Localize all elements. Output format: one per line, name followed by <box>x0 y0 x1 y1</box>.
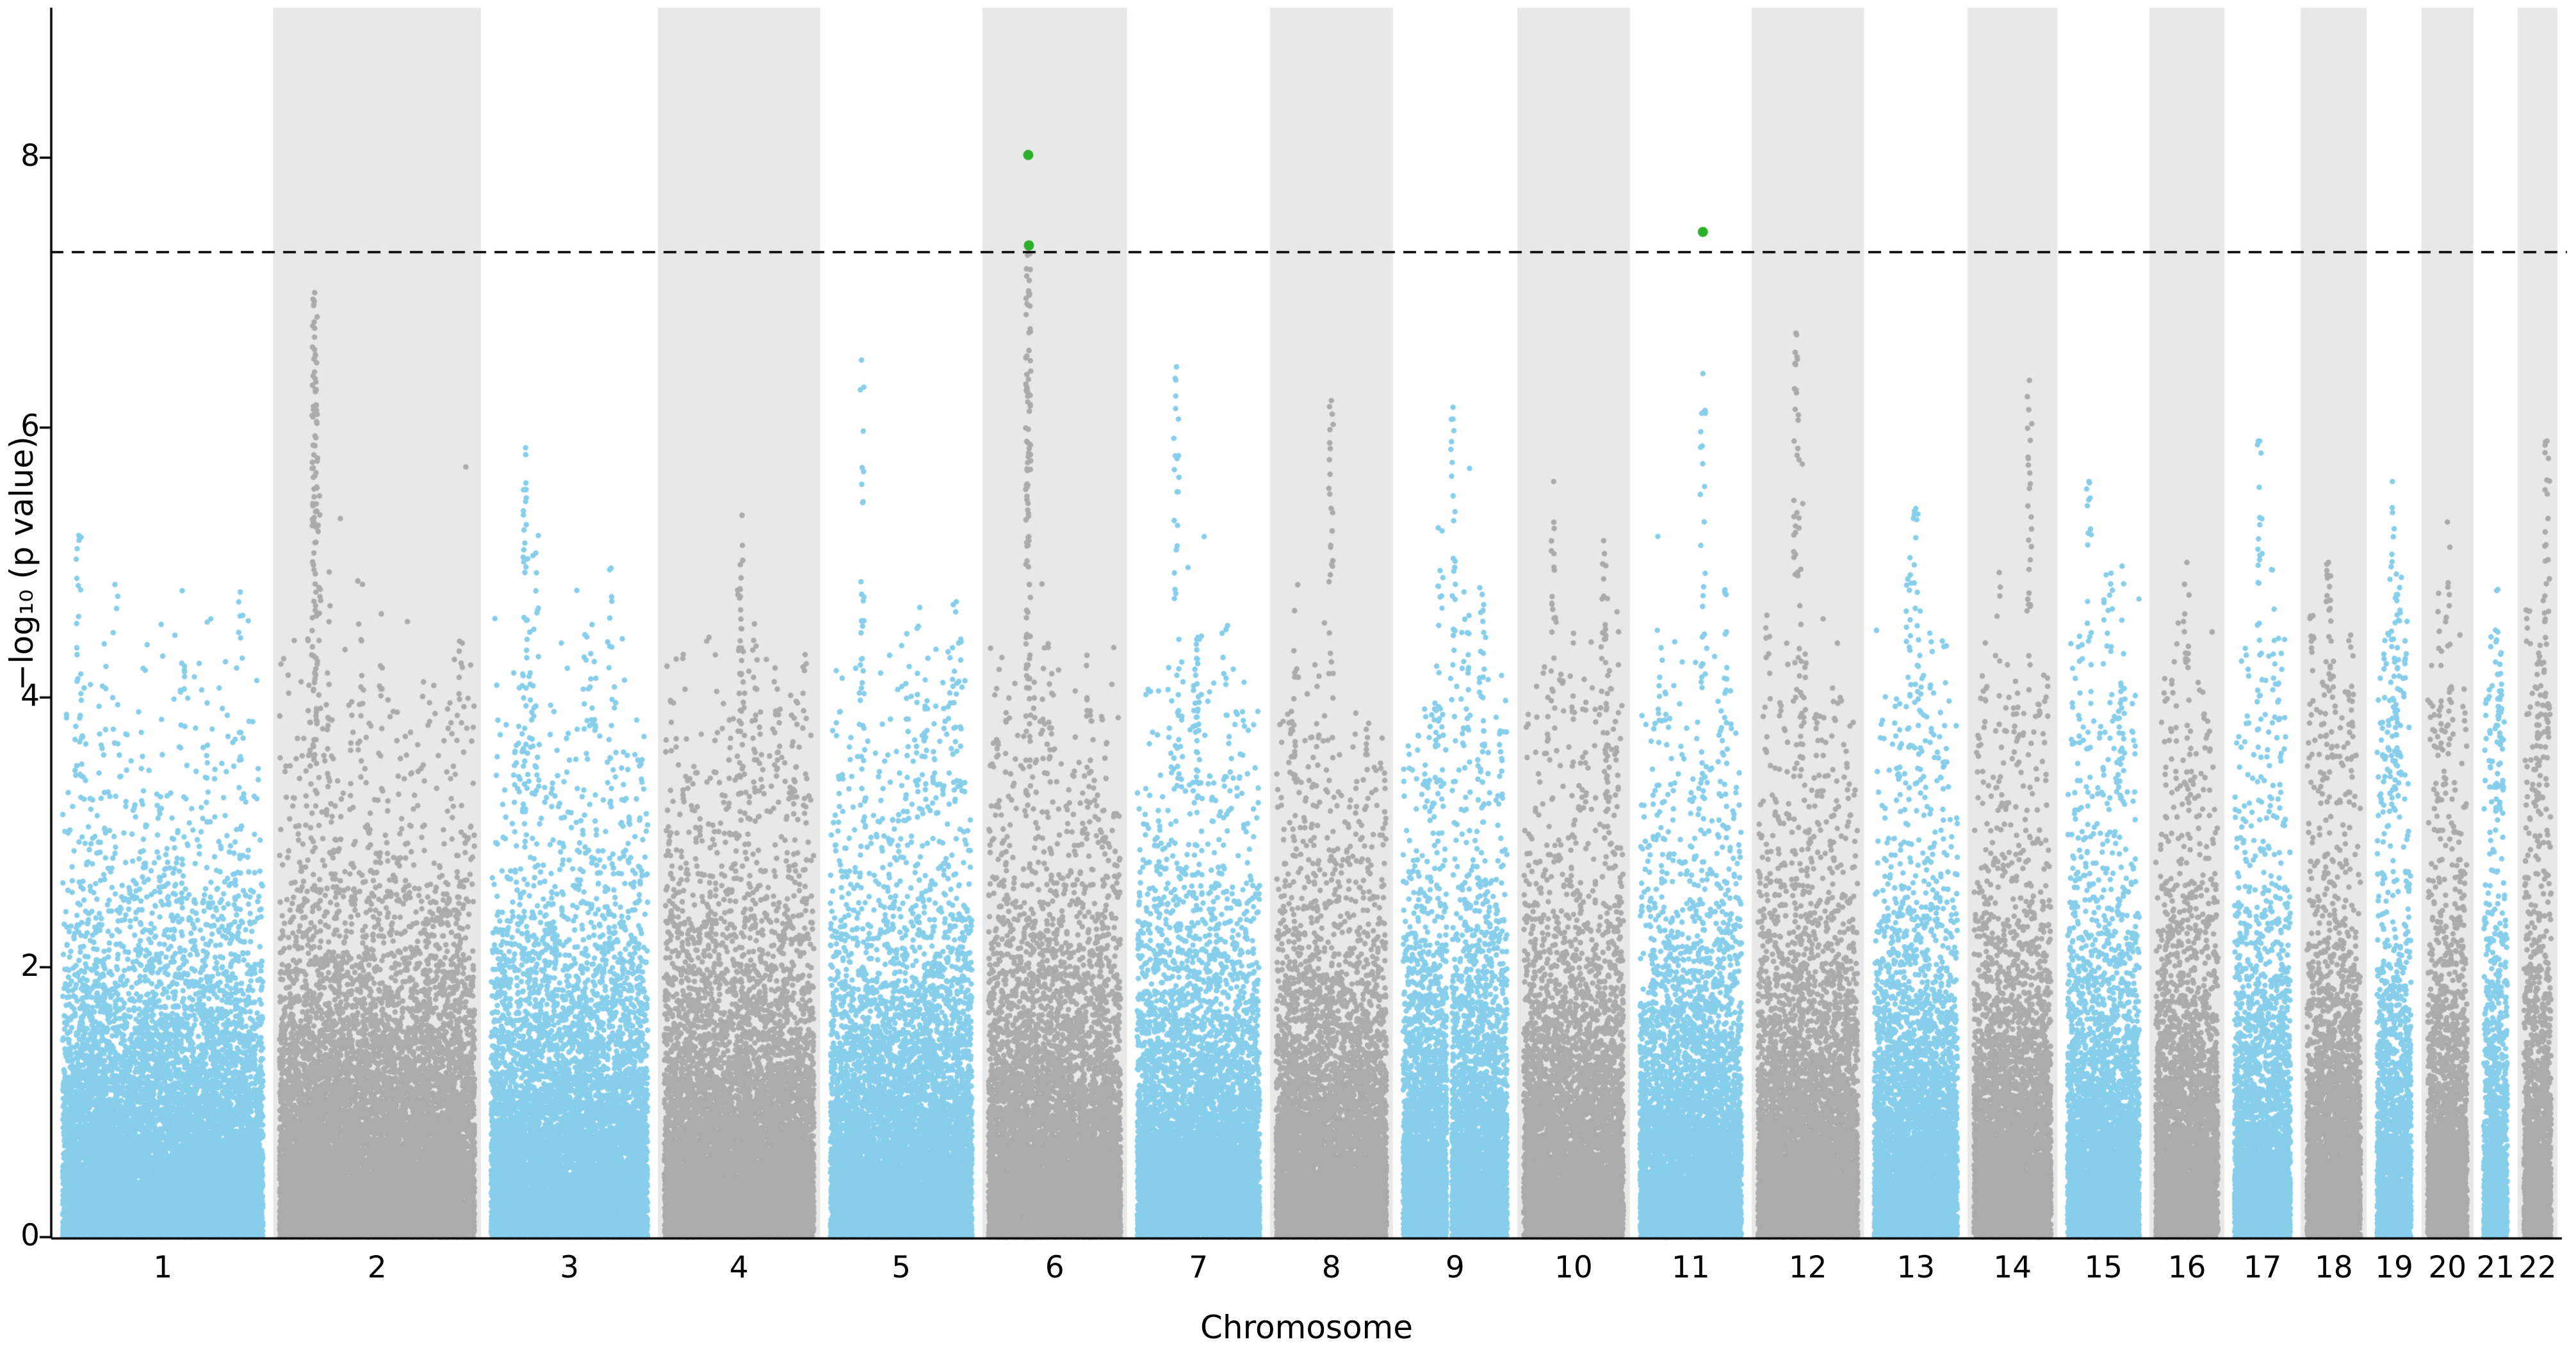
x-tick-label: 2 <box>367 1250 387 1285</box>
x-tick-label: 10 <box>1554 1250 1593 1285</box>
x-tick-label: 7 <box>1189 1250 1209 1285</box>
x-tick-label: 19 <box>2375 1250 2413 1285</box>
x-tick-label: 17 <box>2243 1250 2282 1285</box>
y-tick-label: 2 <box>20 948 40 984</box>
x-tick-label: 20 <box>2428 1250 2467 1285</box>
x-tick-label: 14 <box>1993 1250 2032 1285</box>
x-tick-label: 3 <box>560 1250 579 1285</box>
y-tick-label: 8 <box>20 138 40 174</box>
x-tick-label: 18 <box>2314 1250 2353 1285</box>
x-tick-label: 15 <box>2084 1250 2123 1285</box>
x-tick-label: 9 <box>1445 1250 1465 1285</box>
x-tick-label: 11 <box>1671 1250 1710 1285</box>
y-tick-label: 6 <box>20 408 40 444</box>
x-tick-label: 16 <box>2167 1250 2206 1285</box>
x-tick-label: 4 <box>729 1250 749 1285</box>
y-tick-label: 4 <box>20 678 40 714</box>
x-axis-label: Chromosome <box>1200 1309 1414 1346</box>
x-tick-label: 8 <box>1321 1250 1341 1285</box>
x-tick-label: 13 <box>1896 1250 1936 1285</box>
x-tick-label: 21 <box>2476 1250 2515 1285</box>
x-tick-label: 12 <box>1788 1250 1827 1285</box>
y-tick-label: 0 <box>20 1218 40 1253</box>
x-tick-label: 22 <box>2518 1250 2557 1285</box>
x-tick-label: 1 <box>153 1250 173 1285</box>
x-tick-label: 6 <box>1045 1250 1064 1285</box>
y-axis-label: −log₁₀ (p value) <box>3 436 40 691</box>
x-tick-label: 5 <box>892 1250 911 1285</box>
